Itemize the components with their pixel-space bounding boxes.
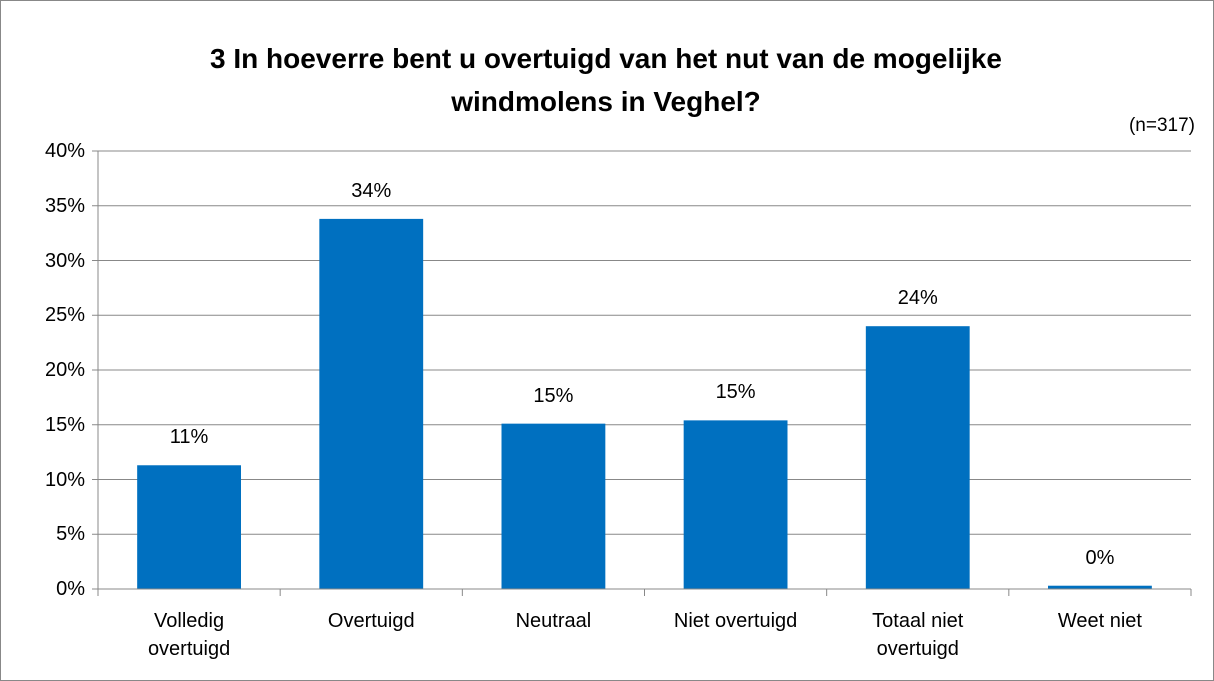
chart-title: 3 In hoeverre bent u overtuigd van het n… [210,43,1002,117]
data-label: 34% [351,179,392,202]
y-tick-label: 15% [44,413,85,436]
x-tick-label: Overtuigd [327,610,415,632]
annotation: (n=317) [1128,115,1195,136]
x-tick-label: Niet overtuigd [673,610,798,632]
bar [137,465,242,589]
y-tick-label: 20% [44,359,85,381]
bar [1047,585,1152,589]
y-tick-label: 35% [44,194,85,217]
y-tick-label: 40% [44,140,85,162]
data-label: 24% [897,287,938,310]
data-label: 15% [533,384,574,407]
bar [501,423,606,589]
y-tick-label: 10% [44,468,85,491]
y-tick-label: 0% [56,578,85,600]
data-label: 11% [169,426,209,449]
bar [683,420,788,589]
x-tick-label: Neutraal [515,610,592,632]
x-tick-label: Weet niet [1057,610,1142,632]
data-label: 15% [715,381,756,404]
y-tick-label: 25% [44,304,85,327]
x-tick-label: Totaal niet overtuigd [872,610,964,660]
data-label: 0% [1085,546,1115,569]
y-tick-label: 5% [56,523,85,546]
bar [319,218,424,589]
bar [865,326,970,589]
y-tick-label: 30% [44,249,85,272]
x-tick-label: Volledig overtuigd [147,610,231,660]
